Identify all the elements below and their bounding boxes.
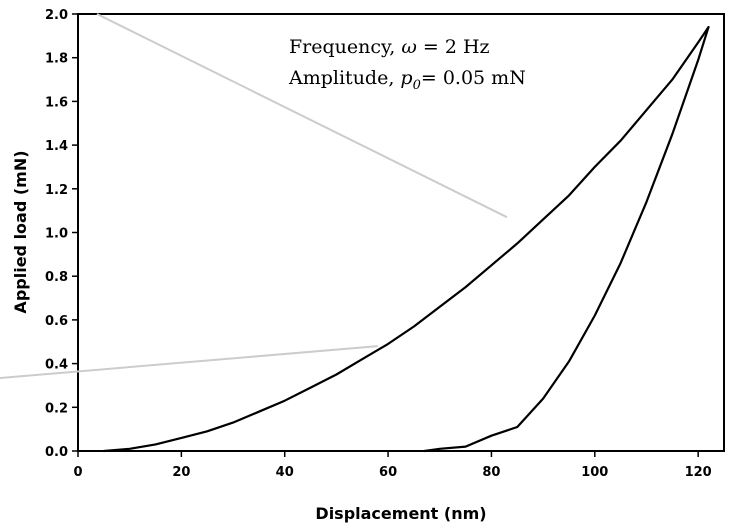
x-tick-label: 40 (276, 465, 294, 480)
y-tick-label: 2.0 (45, 8, 68, 23)
y-axis-title: Applied load (mN) (11, 150, 30, 313)
data-series (102, 26, 710, 453)
annotation-frequency: Frequency, ω = 2 Hz (289, 36, 490, 58)
y-axis-ticks: 0.0 0.2 0.4 0.6 0.8 1.0 1.2 1.4 1.6 1.8 2.0 (45, 8, 78, 460)
unloading-curve (423, 26, 710, 453)
y-tick-label: 1.4 (45, 139, 68, 154)
y-tick-label: 0.4 (45, 358, 68, 373)
y-tick-label: 0.0 (45, 445, 68, 460)
x-axis-title: Displacement (nm) (315, 504, 486, 523)
x-tick-label: 60 (379, 465, 397, 480)
x-tick-label: 20 (172, 465, 190, 480)
y-tick-label: 1.6 (45, 95, 68, 110)
x-tick-label: 100 (581, 465, 608, 480)
loading-curve (102, 26, 710, 453)
y-tick-label: 0.2 (45, 401, 68, 416)
annotation-amplitude-prefix: Amplitude, (288, 67, 400, 89)
y-tick-label: 1.0 (45, 227, 68, 242)
p-symbol: p (400, 67, 412, 89)
annotation-frequency-prefix: Frequency, (289, 36, 401, 58)
x-tick-label: 80 (482, 465, 500, 480)
y-tick-label: 0.6 (45, 314, 68, 329)
annotation-amplitude-value: = 0.05 mN (421, 67, 526, 89)
x-tick-label: 120 (685, 465, 712, 480)
omega-symbol: ω (401, 36, 417, 58)
annotation-amplitude: Amplitude, p0= 0.05 mN (288, 67, 526, 93)
p-subscript: 0 (413, 78, 421, 93)
y-tick-label: 0.8 (45, 270, 68, 285)
x-axis-ticks: 0 20 40 60 80 100 120 (73, 451, 712, 480)
overlay-lines (0, 13, 508, 379)
y-tick-label: 1.8 (45, 52, 68, 67)
y-tick-label: 1.2 (45, 183, 68, 198)
overlay-line (96, 13, 508, 219)
x-tick-label: 0 (73, 465, 82, 480)
overlay-line (0, 345, 378, 379)
annotation-frequency-value: = 2 Hz (417, 36, 490, 58)
